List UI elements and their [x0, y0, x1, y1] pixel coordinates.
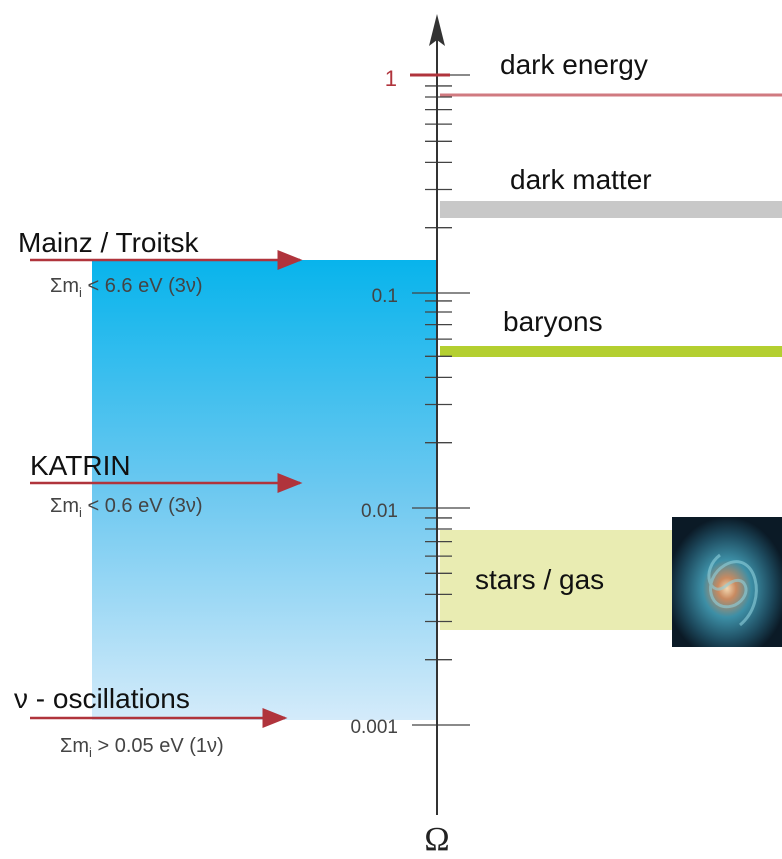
tick-label: 0.01 [361, 501, 398, 522]
galaxy-arms [707, 553, 758, 627]
allowed-region [92, 260, 437, 720]
experiment-label: Mainz / Troitsk [18, 227, 199, 258]
tick-marks [412, 74, 470, 726]
component-label: dark matter [510, 164, 652, 195]
axis-symbol: Ω [424, 821, 449, 858]
bound-part: < 0.6 eV (3ν) [82, 495, 203, 517]
bound-subscript: i [89, 745, 92, 760]
component-label: baryons [503, 306, 603, 337]
dark-matter-level [440, 201, 782, 218]
experiment-label: KATRIN [30, 450, 131, 481]
component-label: stars / gas [475, 564, 604, 595]
axis-arrow [429, 14, 445, 46]
tick-label: 1 [385, 66, 397, 91]
bound-part: < 6.6 eV (3ν) [82, 275, 203, 297]
galaxy-image [672, 517, 782, 647]
bound-subscript: i [79, 505, 82, 520]
mass-bound: Σmi < 0.6 eV (3ν) [50, 495, 203, 520]
bound-subscript: i [79, 285, 82, 300]
component-label: dark energy [500, 49, 648, 80]
bound-part: > 0.05 eV (1ν) [92, 735, 224, 757]
bound-part: Σm [50, 275, 79, 297]
mass-bound: Σmi > 0.05 eV (1ν) [60, 735, 224, 760]
bound-part: Σm [60, 735, 89, 757]
stars-gas-band [440, 530, 674, 630]
tick-label: 0.001 [350, 717, 398, 738]
mass-bound: Σmi < 6.6 eV (3ν) [50, 275, 203, 300]
tick-label: 0.1 [372, 286, 398, 307]
baryons-level [440, 346, 782, 357]
experiment-label: ν - oscillations [14, 683, 190, 714]
bound-part: Σm [50, 495, 79, 517]
